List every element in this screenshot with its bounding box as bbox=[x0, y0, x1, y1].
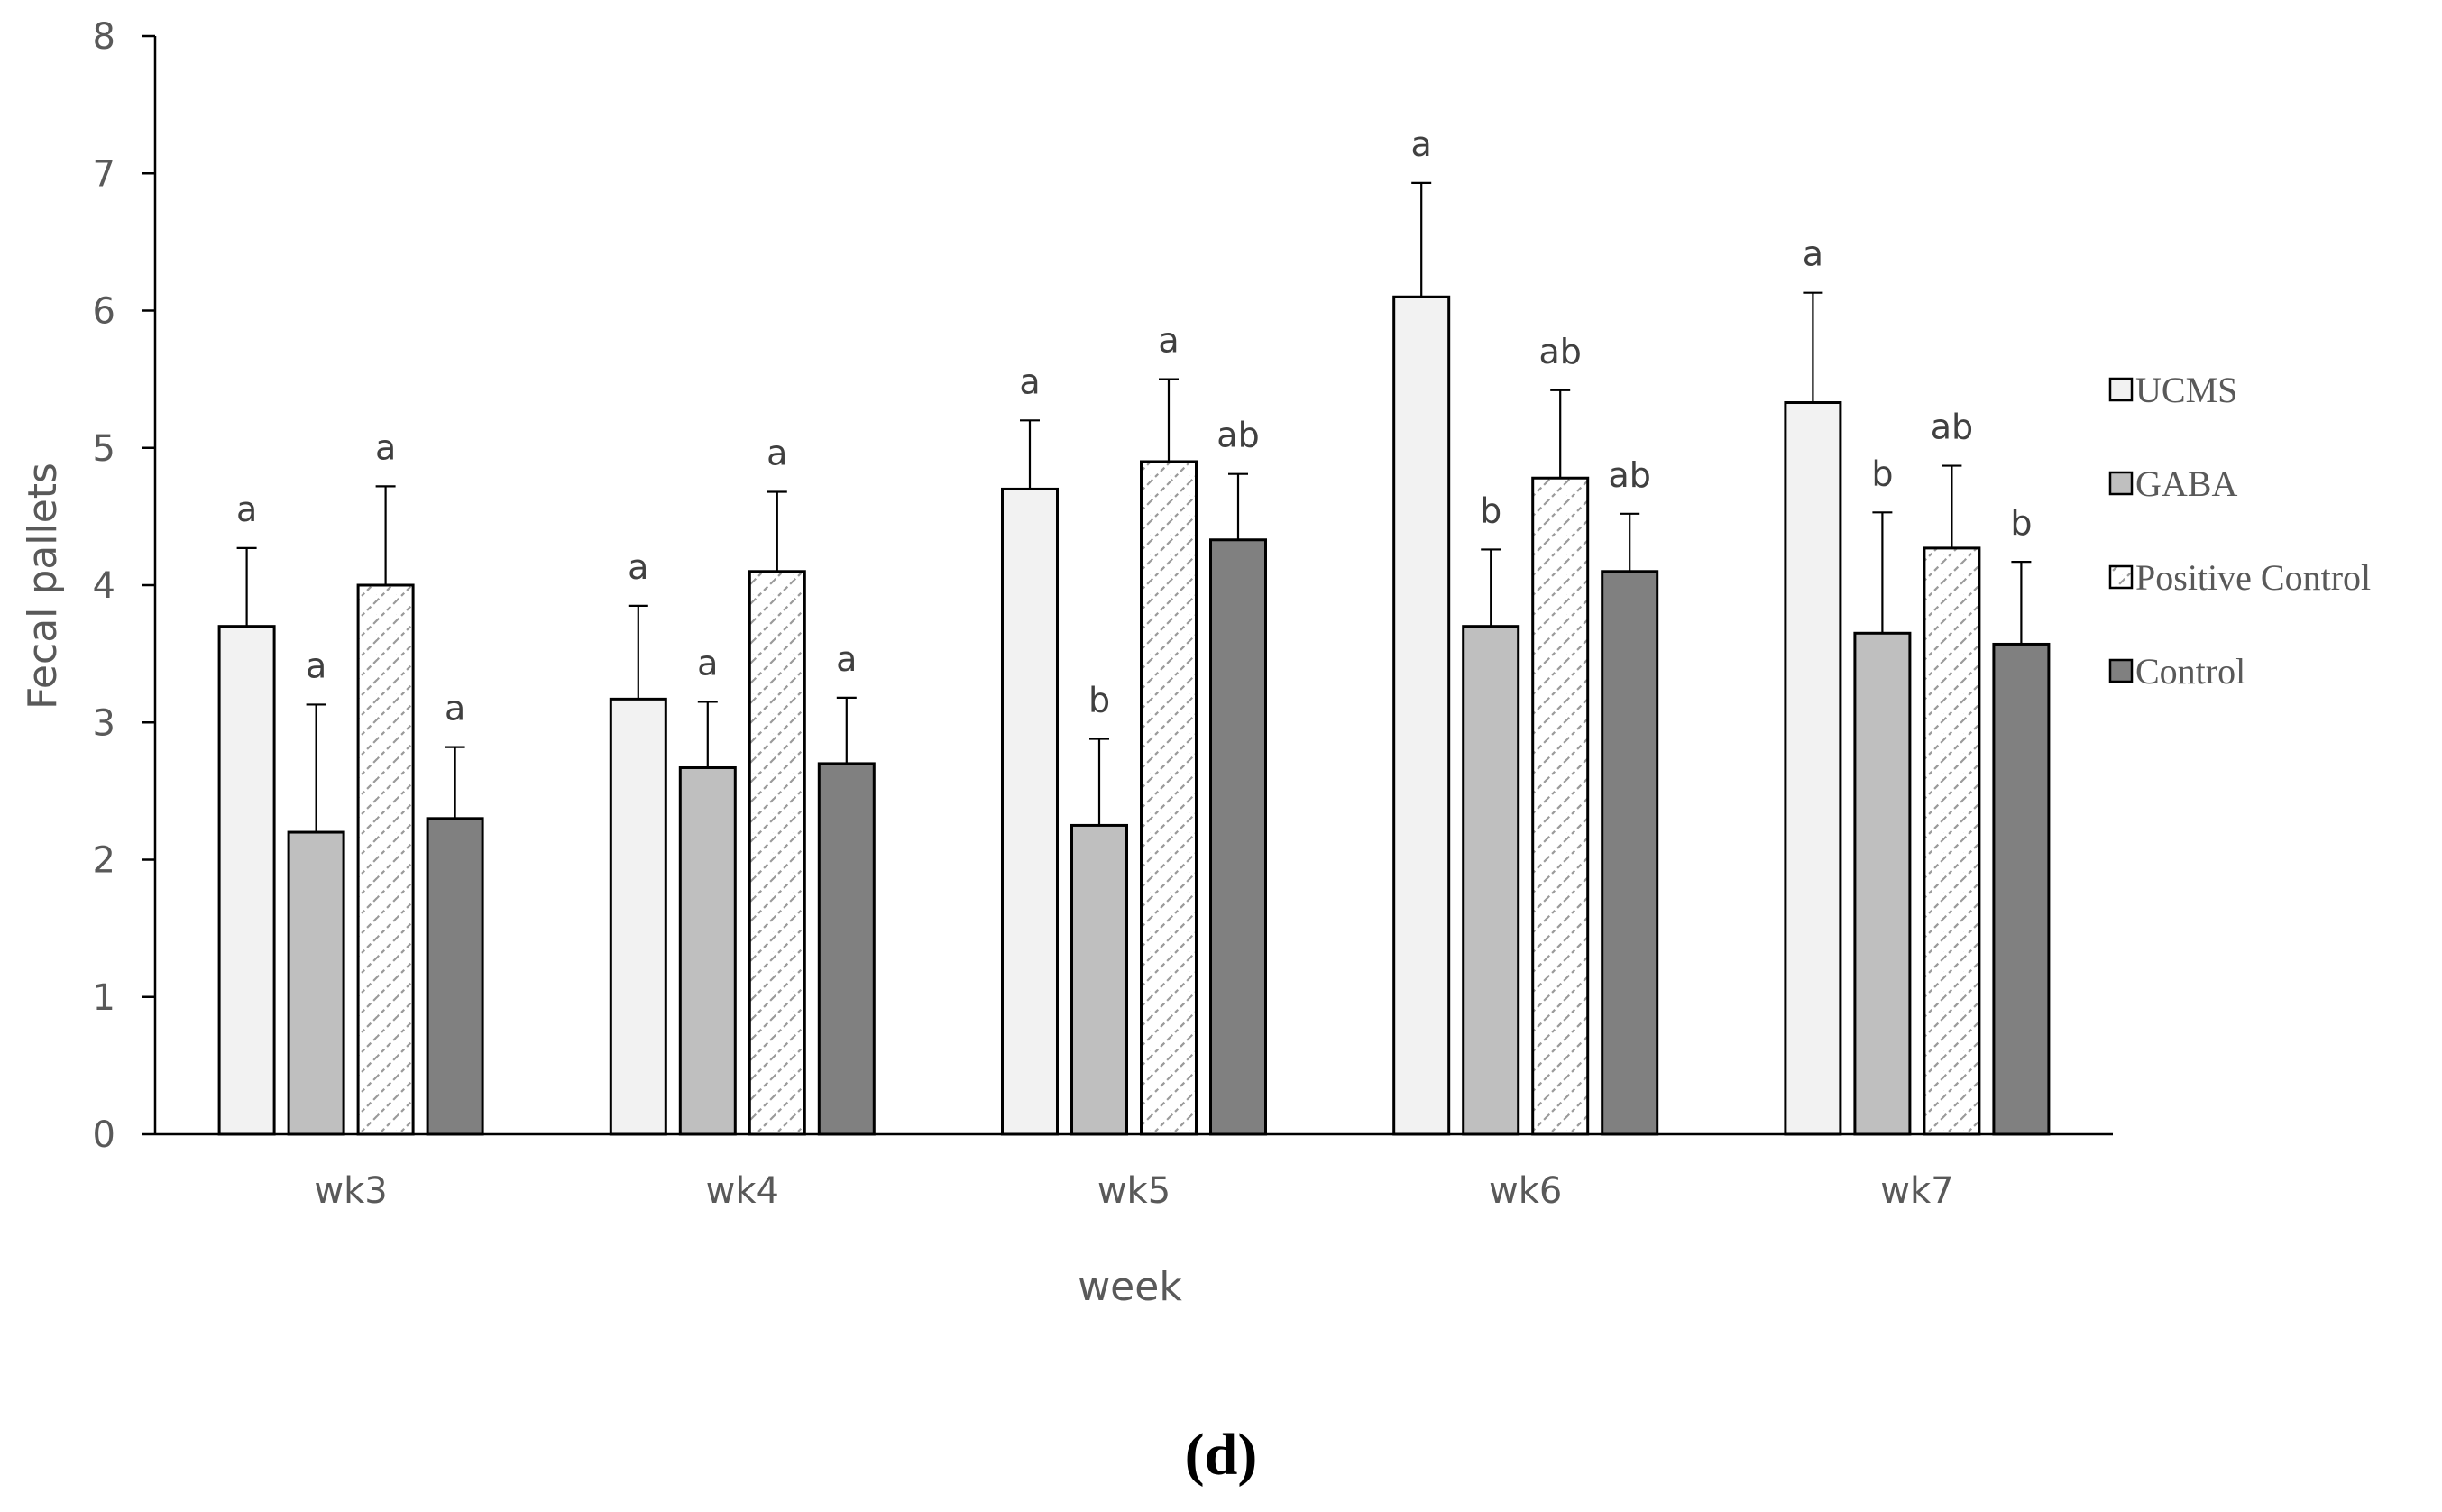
legend-swatch bbox=[2108, 377, 2134, 402]
bar bbox=[1784, 401, 1842, 1136]
significance-label: a bbox=[628, 547, 648, 587]
legend-swatch bbox=[2108, 658, 2134, 683]
x-tick-label: wk6 bbox=[1489, 1170, 1562, 1212]
significance-label: ab bbox=[1216, 416, 1259, 455]
significance-label: ab bbox=[1931, 408, 1973, 447]
legend-label: UCMS bbox=[2135, 370, 2237, 410]
bar bbox=[287, 830, 345, 1136]
significance-label: b bbox=[2010, 503, 2032, 543]
significance-label: a bbox=[1803, 234, 1823, 274]
significance-label: a bbox=[1411, 124, 1432, 164]
bar bbox=[426, 817, 484, 1136]
significance-label: a bbox=[445, 689, 465, 729]
x-tick-label: wk5 bbox=[1097, 1170, 1171, 1212]
bar bbox=[1601, 570, 1659, 1136]
x-axis-title: week bbox=[1078, 1264, 1182, 1310]
significance-label: b bbox=[1480, 490, 1501, 530]
bar bbox=[1140, 460, 1198, 1136]
y-tick-label: 8 bbox=[93, 16, 115, 58]
significance-label: a bbox=[1019, 362, 1040, 401]
bar bbox=[1531, 476, 1590, 1136]
bar bbox=[1392, 295, 1451, 1136]
significance-label: a bbox=[306, 646, 326, 685]
significance-label: ab bbox=[1608, 455, 1650, 495]
significance-label: a bbox=[767, 433, 787, 472]
y-tick-label: 3 bbox=[93, 702, 115, 744]
bar bbox=[1070, 823, 1128, 1136]
x-axis: wk3 wk4 wk5 wk6 wk7 bbox=[155, 1132, 2113, 1212]
x-tick-label: wk4 bbox=[706, 1170, 779, 1212]
x-tick-label: wk3 bbox=[314, 1170, 387, 1212]
y-tick-label: 0 bbox=[93, 1114, 115, 1156]
bar bbox=[217, 625, 276, 1136]
legend: UCMS GABA Positive Control Control bbox=[2108, 370, 2371, 692]
legend-swatch bbox=[2108, 564, 2134, 590]
y-tick-label: 7 bbox=[93, 153, 115, 195]
bar bbox=[678, 765, 737, 1136]
significance-label: ab bbox=[1538, 332, 1581, 371]
bar bbox=[748, 570, 806, 1136]
significance-label: b bbox=[1088, 681, 1110, 720]
y-tick-label: 1 bbox=[93, 977, 115, 1019]
legend-label: Positive Control bbox=[2135, 557, 2371, 598]
panel-label: (d) bbox=[1185, 1422, 1258, 1488]
x-tick-label: wk7 bbox=[1880, 1170, 1953, 1212]
significance-label: b bbox=[1871, 454, 1893, 493]
legend-label: Control bbox=[2135, 651, 2245, 692]
legend-label: GABA bbox=[2135, 463, 2237, 504]
bar bbox=[1209, 538, 1267, 1136]
y-tick-label: 4 bbox=[93, 565, 115, 607]
significance-label: a bbox=[836, 639, 857, 679]
significance-label: a bbox=[697, 643, 718, 683]
bar bbox=[1992, 642, 2051, 1136]
bar bbox=[356, 583, 415, 1136]
bar bbox=[1001, 487, 1059, 1136]
y-tick-label: 2 bbox=[93, 840, 115, 882]
bar bbox=[1462, 625, 1520, 1136]
bar bbox=[1853, 631, 1912, 1136]
bar bbox=[817, 762, 876, 1136]
y-axis: 0 1 2 3 4 5 6 7 8 bbox=[93, 16, 157, 1156]
y-tick-label: 5 bbox=[93, 428, 115, 470]
significance-label: a bbox=[375, 427, 396, 467]
bar bbox=[1923, 546, 1981, 1136]
significance-label: a bbox=[1158, 321, 1179, 361]
y-axis-title: Fecal pallets bbox=[20, 463, 66, 710]
bar bbox=[609, 697, 667, 1136]
y-tick-label: 6 bbox=[93, 291, 115, 333]
significance-label: a bbox=[236, 490, 257, 529]
legend-swatch bbox=[2108, 471, 2134, 496]
